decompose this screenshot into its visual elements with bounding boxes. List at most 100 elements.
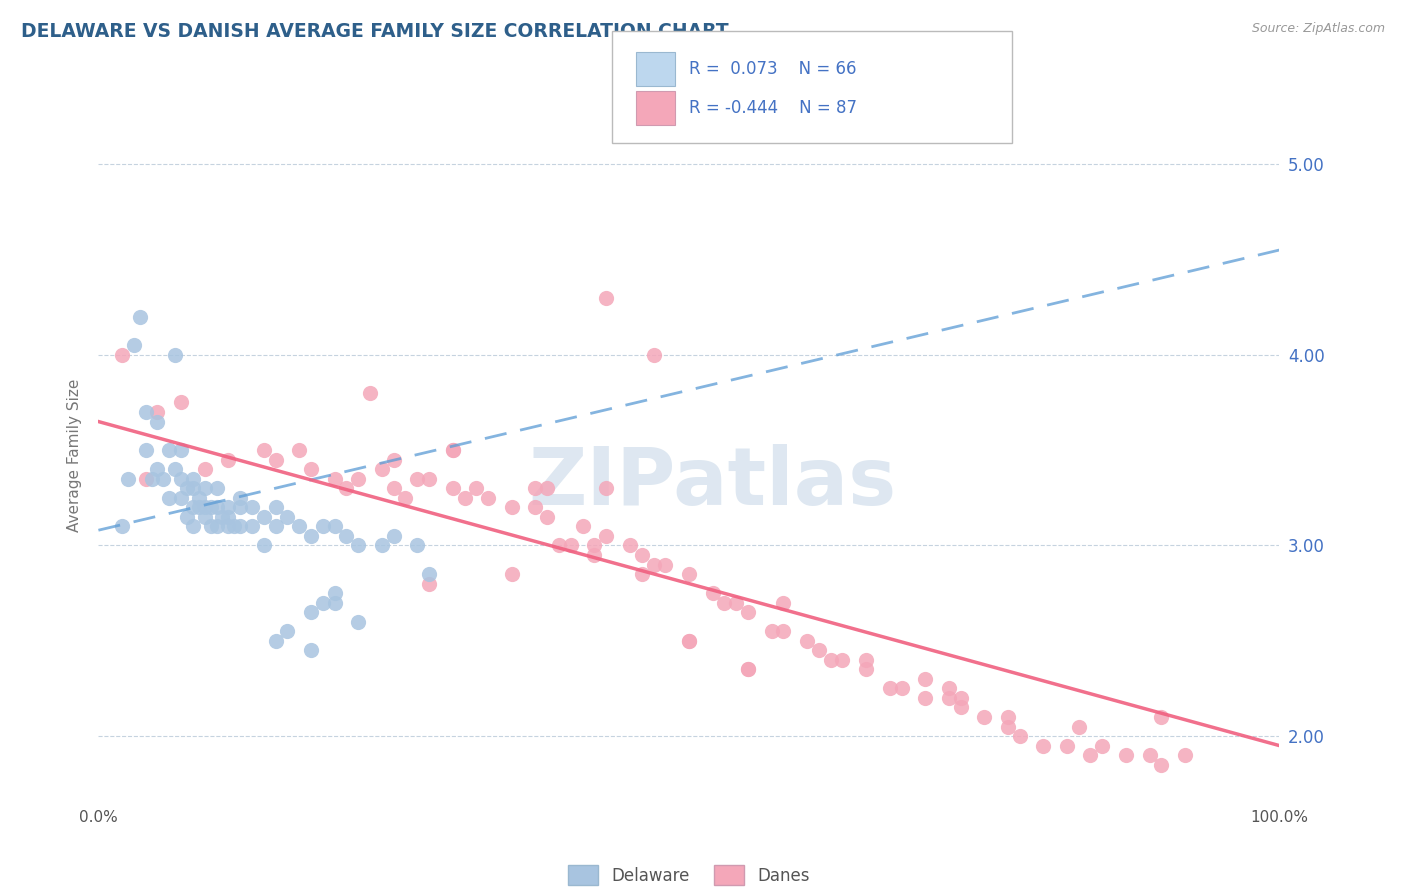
- Point: [323, 586, 346, 600]
- Point: [938, 681, 960, 696]
- Point: [217, 519, 239, 533]
- Point: [831, 653, 853, 667]
- Point: [323, 519, 346, 533]
- Point: [619, 539, 641, 553]
- Point: [477, 491, 499, 505]
- Point: [194, 500, 217, 515]
- Point: [453, 491, 475, 505]
- Point: [288, 519, 311, 533]
- Point: [536, 481, 558, 495]
- Point: [855, 662, 877, 676]
- Point: [135, 443, 157, 458]
- Point: [524, 481, 547, 495]
- Point: [276, 509, 298, 524]
- Y-axis label: Average Family Size: Average Family Size: [67, 378, 83, 532]
- Point: [1091, 739, 1114, 753]
- Point: [229, 519, 252, 533]
- Point: [914, 672, 936, 686]
- Point: [997, 710, 1019, 724]
- Text: Source: ZipAtlas.com: Source: ZipAtlas.com: [1251, 22, 1385, 36]
- Point: [170, 472, 193, 486]
- Point: [630, 548, 652, 562]
- Point: [170, 491, 193, 505]
- Point: [595, 529, 617, 543]
- Point: [890, 681, 912, 696]
- Point: [276, 624, 298, 639]
- Point: [382, 481, 405, 495]
- Point: [441, 481, 464, 495]
- Point: [117, 472, 139, 486]
- Point: [737, 662, 759, 676]
- Point: [165, 462, 187, 476]
- Point: [713, 596, 735, 610]
- Point: [772, 624, 794, 639]
- Point: [229, 500, 252, 515]
- Point: [536, 509, 558, 524]
- Point: [194, 509, 217, 524]
- Point: [382, 529, 405, 543]
- Point: [187, 491, 209, 505]
- Point: [595, 481, 617, 495]
- Point: [406, 539, 429, 553]
- Point: [406, 472, 429, 486]
- Point: [335, 529, 357, 543]
- Point: [820, 653, 842, 667]
- Point: [441, 443, 464, 458]
- Point: [299, 462, 322, 476]
- Point: [643, 348, 665, 362]
- Point: [200, 519, 222, 533]
- Point: [165, 348, 187, 362]
- Point: [1080, 748, 1102, 763]
- Point: [501, 567, 523, 582]
- Point: [678, 567, 700, 582]
- Text: ZIPatlas: ZIPatlas: [529, 443, 897, 522]
- Point: [359, 386, 381, 401]
- Point: [229, 491, 252, 505]
- Point: [583, 548, 606, 562]
- Point: [335, 481, 357, 495]
- Point: [299, 643, 322, 657]
- Point: [630, 567, 652, 582]
- Point: [654, 558, 676, 572]
- Point: [1150, 757, 1173, 772]
- Point: [1115, 748, 1137, 763]
- Point: [200, 500, 222, 515]
- Point: [807, 643, 830, 657]
- Point: [938, 690, 960, 705]
- Point: [347, 615, 370, 629]
- Point: [176, 481, 198, 495]
- Point: [146, 405, 169, 419]
- Point: [949, 700, 972, 714]
- Point: [418, 567, 440, 582]
- Point: [152, 472, 174, 486]
- Point: [323, 596, 346, 610]
- Point: [560, 539, 582, 553]
- Point: [571, 519, 593, 533]
- Point: [128, 310, 150, 324]
- Point: [796, 633, 818, 648]
- Point: [141, 472, 163, 486]
- Point: [181, 519, 204, 533]
- Point: [181, 472, 204, 486]
- Point: [181, 500, 204, 515]
- Point: [240, 500, 263, 515]
- Point: [973, 710, 995, 724]
- Point: [264, 519, 287, 533]
- Point: [194, 462, 217, 476]
- Text: R = -0.444    N = 87: R = -0.444 N = 87: [689, 99, 856, 117]
- Point: [170, 395, 193, 409]
- Point: [187, 500, 209, 515]
- Point: [135, 405, 157, 419]
- Point: [170, 443, 193, 458]
- Point: [371, 462, 394, 476]
- Text: DELAWARE VS DANISH AVERAGE FAMILY SIZE CORRELATION CHART: DELAWARE VS DANISH AVERAGE FAMILY SIZE C…: [21, 22, 728, 41]
- Point: [312, 596, 335, 610]
- Point: [501, 500, 523, 515]
- Point: [1067, 720, 1090, 734]
- Point: [418, 472, 440, 486]
- Point: [678, 633, 700, 648]
- Point: [264, 452, 287, 467]
- Point: [146, 462, 169, 476]
- Point: [323, 472, 346, 486]
- Point: [157, 491, 180, 505]
